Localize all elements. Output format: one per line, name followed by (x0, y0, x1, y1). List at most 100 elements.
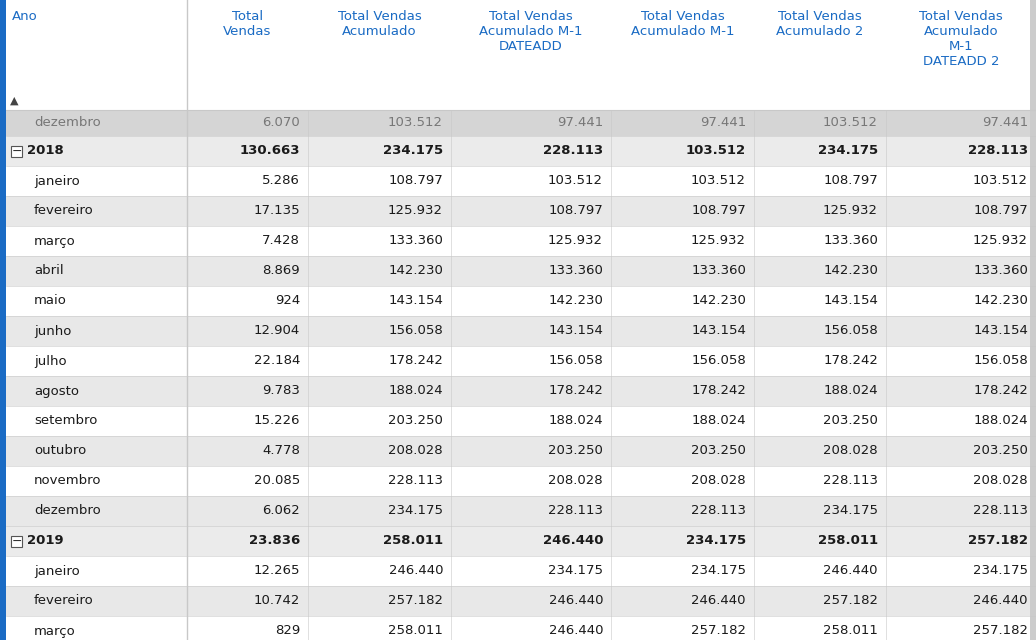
Text: dezembro: dezembro (34, 116, 100, 129)
Text: 228.113: 228.113 (543, 145, 603, 157)
Text: 257.182: 257.182 (823, 595, 877, 607)
Bar (6, 406, 1036, 436)
Text: 246.440: 246.440 (974, 595, 1028, 607)
Text: 234.175: 234.175 (383, 145, 443, 157)
Text: agosto: agosto (34, 385, 79, 397)
Text: 156.058: 156.058 (824, 324, 877, 337)
Text: 188.024: 188.024 (824, 385, 877, 397)
Text: 108.797: 108.797 (973, 205, 1028, 218)
Text: −: − (11, 145, 22, 157)
Text: 234.175: 234.175 (686, 534, 746, 547)
Text: 8.869: 8.869 (262, 264, 300, 278)
Text: julho: julho (34, 355, 66, 367)
Text: setembro: setembro (34, 415, 97, 428)
Text: 143.154: 143.154 (548, 324, 603, 337)
Text: 234.175: 234.175 (691, 564, 746, 577)
Bar (6, 346, 1036, 376)
Text: 125.932: 125.932 (691, 234, 746, 248)
Text: 108.797: 108.797 (548, 205, 603, 218)
Text: Total Vendas
Acumulado M-1
DATEADD: Total Vendas Acumulado M-1 DATEADD (480, 10, 582, 53)
Text: 188.024: 188.024 (691, 415, 746, 428)
Text: 23.836: 23.836 (249, 534, 300, 547)
Text: 12.265: 12.265 (254, 564, 300, 577)
Text: 257.182: 257.182 (968, 534, 1028, 547)
Text: 103.512: 103.512 (823, 116, 877, 129)
Bar (6, 556, 1036, 586)
Text: 143.154: 143.154 (388, 294, 443, 307)
Text: 108.797: 108.797 (691, 205, 746, 218)
Bar (0, 0, 6, 640)
Text: 178.242: 178.242 (973, 385, 1028, 397)
Text: 258.011: 258.011 (388, 625, 443, 637)
Bar (6, 196, 1036, 226)
Text: 103.512: 103.512 (548, 175, 603, 188)
Text: 22.184: 22.184 (254, 355, 300, 367)
Text: 103.512: 103.512 (388, 116, 443, 129)
Text: 246.440: 246.440 (691, 595, 746, 607)
Text: 103.512: 103.512 (691, 175, 746, 188)
Text: 133.360: 133.360 (824, 234, 877, 248)
Text: 133.360: 133.360 (548, 264, 603, 278)
Text: 228.113: 228.113 (823, 474, 877, 488)
Text: 208.028: 208.028 (548, 474, 603, 488)
Bar (6, 466, 1036, 496)
Text: maio: maio (34, 294, 67, 307)
Text: 2019: 2019 (27, 534, 63, 547)
Text: 156.058: 156.058 (548, 355, 603, 367)
Text: 246.440: 246.440 (824, 564, 877, 577)
Text: 12.904: 12.904 (254, 324, 300, 337)
Text: 20.085: 20.085 (254, 474, 300, 488)
Text: Total Vendas
Acumulado M-1: Total Vendas Acumulado M-1 (631, 10, 735, 38)
Bar (6, 496, 1036, 526)
Text: 257.182: 257.182 (388, 595, 443, 607)
Text: 208.028: 208.028 (824, 445, 877, 458)
Text: 156.058: 156.058 (691, 355, 746, 367)
Text: 142.230: 142.230 (691, 294, 746, 307)
Text: 257.182: 257.182 (973, 625, 1028, 637)
Text: 924: 924 (275, 294, 300, 307)
Text: 142.230: 142.230 (388, 264, 443, 278)
Text: fevereiro: fevereiro (34, 595, 93, 607)
Text: 228.113: 228.113 (968, 145, 1028, 157)
Text: 103.512: 103.512 (973, 175, 1028, 188)
Text: 188.024: 188.024 (388, 385, 443, 397)
Text: 257.182: 257.182 (691, 625, 746, 637)
Text: 125.932: 125.932 (548, 234, 603, 248)
Text: 829: 829 (275, 625, 300, 637)
Text: 143.154: 143.154 (973, 324, 1028, 337)
Text: 234.175: 234.175 (548, 564, 603, 577)
Bar (6, 0, 1036, 110)
Text: 108.797: 108.797 (824, 175, 877, 188)
Text: −: − (11, 534, 22, 547)
Text: Total Vendas
Acumulado
M-1
DATEADD 2: Total Vendas Acumulado M-1 DATEADD 2 (919, 10, 1003, 68)
Text: 203.250: 203.250 (388, 415, 443, 428)
Text: 10.742: 10.742 (254, 595, 300, 607)
Text: 15.226: 15.226 (254, 415, 300, 428)
Text: 188.024: 188.024 (974, 415, 1028, 428)
Text: 234.175: 234.175 (817, 145, 877, 157)
Bar (1030, 0, 1036, 640)
Text: 125.932: 125.932 (823, 205, 877, 218)
Text: 133.360: 133.360 (973, 264, 1028, 278)
Bar (6, 256, 1036, 286)
Bar (6, 526, 1036, 556)
Text: 246.440: 246.440 (548, 595, 603, 607)
Text: 142.230: 142.230 (824, 264, 877, 278)
Text: 133.360: 133.360 (388, 234, 443, 248)
Bar (6, 376, 1036, 406)
Text: 208.028: 208.028 (691, 474, 746, 488)
Text: 9.783: 9.783 (262, 385, 300, 397)
Text: Total
Vendas: Total Vendas (224, 10, 271, 38)
Bar (11, 145, 22, 157)
Text: 5.286: 5.286 (262, 175, 300, 188)
Text: 142.230: 142.230 (973, 294, 1028, 307)
Text: 234.175: 234.175 (973, 564, 1028, 577)
Bar (6, 136, 1036, 166)
Text: 203.250: 203.250 (691, 445, 746, 458)
Bar (11, 536, 22, 547)
Text: 178.242: 178.242 (691, 385, 746, 397)
Text: Total Vendas
Acumulado 2: Total Vendas Acumulado 2 (776, 10, 864, 38)
Bar (6, 166, 1036, 196)
Text: 143.154: 143.154 (824, 294, 877, 307)
Text: 142.230: 142.230 (548, 294, 603, 307)
